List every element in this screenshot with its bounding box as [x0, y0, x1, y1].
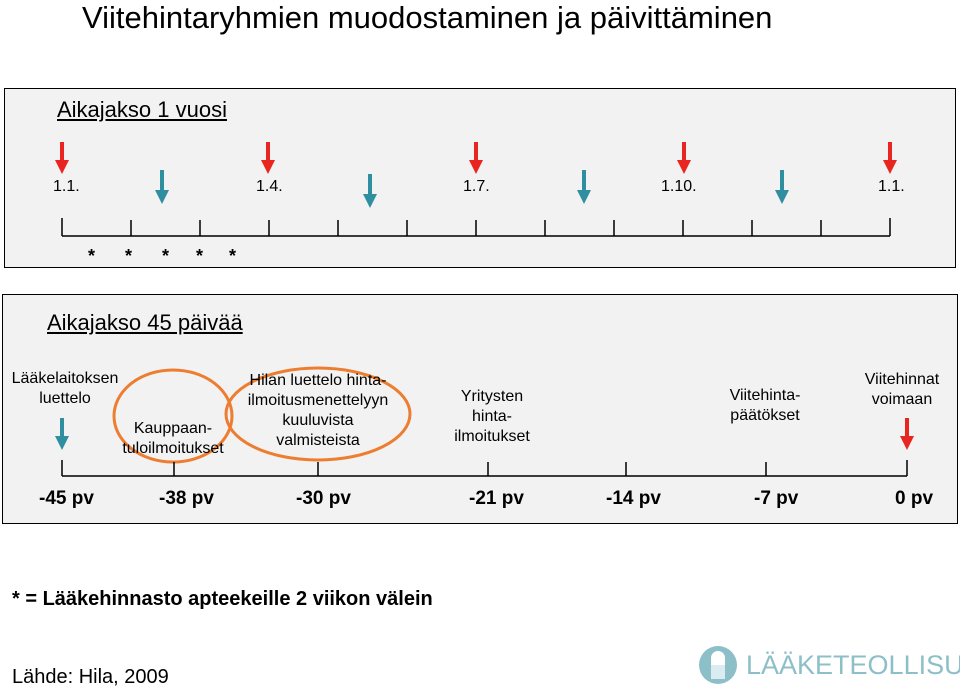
year-axis	[61, 218, 891, 237]
day-label-minus45: -45 pv	[39, 488, 94, 509]
label-line: Hilan luettelo hinta-	[249, 372, 387, 389]
date-label-3: 1.7.	[463, 178, 490, 195]
label-line: Viitehinta-	[729, 387, 801, 404]
date-label-2: 1.4.	[256, 178, 283, 195]
label-line: Lääkelaitoksen	[11, 370, 119, 387]
brand-logo: LÄÄKETEOLLISUUS	[698, 640, 960, 690]
star-marker: *	[125, 246, 133, 266]
star-marker: *	[88, 246, 96, 266]
red-arrow-icon-5	[883, 142, 897, 174]
period-45-panel	[2, 294, 958, 524]
label-line: hinta-	[471, 408, 513, 425]
red-arrow-icon-2	[261, 142, 275, 174]
day-label-minus30: -30 pv	[296, 488, 351, 509]
day-axis	[61, 460, 908, 477]
date-label-4: 1.10.	[661, 178, 697, 195]
highlight-circle-hila	[224, 366, 412, 462]
label-line: päätökset	[730, 407, 800, 424]
page-title: Viitehintaryhmien muodostaminen ja päivi…	[82, 0, 773, 35]
label-line: Viitehinnat	[864, 371, 940, 388]
teal-arrow-icon-5	[55, 418, 69, 450]
day-label-minus7: -7 pv	[754, 488, 799, 509]
red-arrow-icon-1	[55, 142, 69, 174]
teal-arrow-icon-2	[363, 174, 377, 208]
day-label-0: 0 pv	[895, 488, 934, 509]
red-arrow-icon-3	[469, 142, 483, 174]
year-timeline	[55, 142, 897, 237]
label-line: voimaan	[871, 391, 933, 408]
capsule-icon	[699, 646, 737, 684]
label-line: Kauppaan-	[133, 420, 213, 437]
date-label-1: 1.1.	[53, 178, 80, 195]
source-note: Lähde: Hila, 2009	[12, 666, 169, 688]
label-viitehintapaatokset: Viitehinta- päätökset	[705, 386, 825, 426]
day-label-minus14: -14 pv	[606, 488, 661, 509]
label-viitehinnat-voimaan: Viitehinnat voimaan	[846, 370, 958, 410]
label-hilan-luettelo: Hilan luettelo hinta- ilmoitusmenettelyy…	[228, 371, 408, 451]
label-line: tuloilmoitukset	[122, 440, 224, 457]
red-arrow-icon-6	[900, 418, 914, 450]
star-marker: *	[196, 246, 204, 266]
red-arrow-icon-4	[677, 142, 691, 174]
teal-arrow-icon-3	[577, 170, 591, 204]
label-line: kuuluvista	[282, 412, 354, 429]
teal-arrow-icon-1	[155, 170, 169, 204]
star-marker: *	[162, 246, 170, 266]
brand-logo-text: LÄÄKETEOLLISUUS	[746, 650, 960, 680]
label-line: Yritysten	[460, 388, 524, 405]
day-timeline	[55, 366, 914, 477]
day-label-minus38: -38 pv	[159, 488, 214, 509]
period-year-title: Aikajakso 1 vuosi	[57, 97, 227, 122]
footnote: * = Lääkehinnasto apteekeille 2 viikon v…	[12, 588, 433, 610]
highlight-circle-kauppaan	[112, 368, 234, 464]
label-yritysten-hintailmoitukset: Yritysten hinta- ilmoitukset	[432, 387, 552, 447]
label-kauppaantuloilmoitukset: Kauppaan- tuloilmoitukset	[108, 419, 238, 459]
day-label-minus21: -21 pv	[469, 488, 524, 509]
star-row: * * * * *	[0, 246, 300, 270]
period-45-title: Aikajakso 45 päivää	[47, 310, 243, 335]
label-line: valmisteista	[276, 432, 360, 449]
teal-arrow-icon-4	[775, 170, 789, 204]
label-line: luettelo	[39, 390, 91, 407]
star-marker: *	[229, 246, 237, 266]
label-laakelaitoksen-luettelo: Lääkelaitoksen luettelo	[0, 369, 130, 409]
label-line: ilmoitusmenettelyyn	[247, 392, 389, 409]
date-label-5: 1.1.	[878, 178, 905, 195]
label-line: ilmoitukset	[454, 428, 530, 445]
